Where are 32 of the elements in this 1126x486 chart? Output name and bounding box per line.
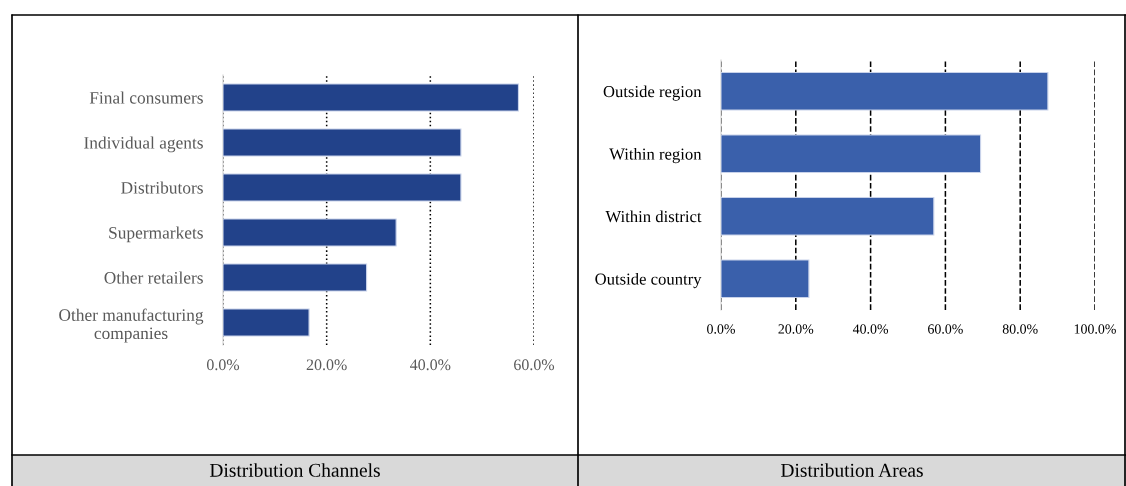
y-tick-label: Outside country — [595, 272, 702, 289]
y-tick-label: Individual agents — [84, 136, 203, 153]
bar — [721, 259, 810, 299]
bar — [223, 83, 520, 112]
y-tick-label: Other retailers — [104, 271, 203, 284]
bar — [223, 173, 462, 202]
text: Distribution Channels — [209, 463, 380, 477]
bar — [721, 71, 1049, 111]
y-tick-label: Final consumers — [89, 91, 203, 104]
y-tick-label: Supermarkets — [109, 226, 203, 243]
bar — [721, 134, 982, 174]
x-tick-label: 0.0% — [206, 359, 240, 371]
x-tick-label: 60.0% — [928, 324, 963, 334]
x-tick-label: 0.0% — [707, 324, 735, 334]
x-tick-label: 40.0% — [852, 324, 889, 334]
bar — [223, 128, 462, 157]
x-tick-label: 80.0% — [1002, 324, 1038, 334]
y-tick-label: Within region — [609, 147, 702, 164]
bar — [223, 308, 310, 337]
x-tick-label: 40.0% — [410, 359, 451, 371]
bar — [721, 196, 935, 236]
bar — [223, 263, 368, 292]
y-tick-label: Outside region — [603, 85, 702, 101]
bar — [223, 218, 397, 247]
x-tick-label: 20.0% — [306, 359, 347, 371]
x-tick-label: 100.0% — [1074, 324, 1116, 334]
y-tick-label: Distributors — [121, 181, 203, 194]
x-tick-label: 20.0% — [778, 324, 814, 334]
text: Distribution Areas — [781, 463, 923, 477]
x-tick-label: 60.0% — [514, 359, 555, 371]
y-tick-label: Within district — [605, 210, 702, 223]
y-tick-label: Other manufacturing companies — [59, 308, 204, 343]
